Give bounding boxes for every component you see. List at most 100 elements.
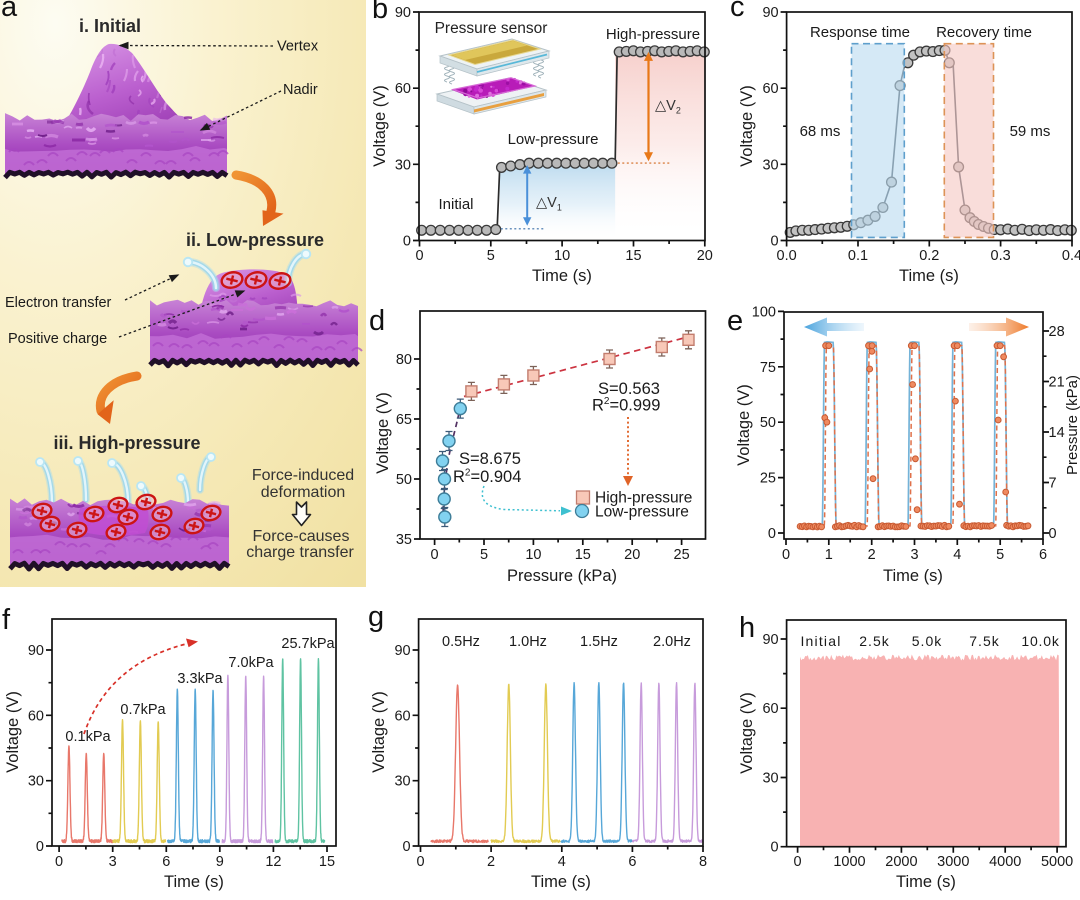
svg-text:Time (s): Time (s) — [531, 873, 591, 891]
svg-text:0.2: 0.2 — [919, 248, 939, 264]
svg-text:7.0kPa: 7.0kPa — [228, 655, 274, 671]
svg-text:0: 0 — [768, 526, 776, 542]
svg-text:60: 60 — [395, 81, 411, 97]
svg-text:1000: 1000 — [833, 854, 865, 870]
svg-text:59 ms: 59 ms — [1010, 123, 1051, 140]
svg-text:0: 0 — [794, 854, 802, 870]
svg-text:30: 30 — [28, 774, 44, 790]
svg-text:3.3kPa: 3.3kPa — [177, 671, 223, 687]
svg-text:80: 80 — [396, 352, 412, 368]
svg-text:Voltage (V): Voltage (V) — [738, 85, 756, 167]
svg-text:S=0.563: S=0.563 — [598, 380, 660, 398]
svg-text:Time (s): Time (s) — [164, 873, 224, 891]
svg-text:Voltage (V): Voltage (V) — [735, 384, 753, 466]
svg-text:f: f — [2, 604, 11, 636]
svg-text:3000: 3000 — [937, 854, 969, 870]
svg-text:Time (s): Time (s) — [883, 567, 943, 585]
svg-text:0.1kPa: 0.1kPa — [65, 729, 111, 745]
svg-text:Time (s): Time (s) — [532, 267, 592, 285]
svg-text:1.0Hz: 1.0Hz — [509, 634, 547, 650]
svg-text:10: 10 — [554, 248, 570, 264]
svg-text:9: 9 — [216, 854, 224, 870]
svg-text:21: 21 — [1049, 375, 1065, 391]
svg-text:14: 14 — [1049, 425, 1065, 441]
svg-text:Electron transfer: Electron transfer — [5, 295, 112, 311]
svg-text:30: 30 — [394, 774, 410, 790]
svg-text:15: 15 — [575, 547, 591, 563]
svg-text:0: 0 — [782, 547, 790, 563]
svg-text:30: 30 — [762, 771, 778, 787]
svg-text:2.5k: 2.5k — [859, 633, 889, 649]
svg-text:4: 4 — [558, 854, 566, 870]
svg-text:30: 30 — [395, 157, 411, 173]
svg-text:20: 20 — [624, 547, 640, 563]
svg-text:2: 2 — [487, 854, 495, 870]
svg-text:Positive charge: Positive charge — [8, 331, 107, 347]
svg-text:10: 10 — [525, 547, 541, 563]
svg-text:Vertex: Vertex — [277, 39, 319, 55]
svg-text:a: a — [1, 0, 18, 23]
svg-text:0: 0 — [55, 854, 63, 870]
svg-text:100: 100 — [752, 304, 776, 320]
svg-text:0.3: 0.3 — [991, 248, 1011, 264]
svg-text:15: 15 — [625, 248, 641, 264]
svg-text:2000: 2000 — [885, 854, 917, 870]
svg-text:5: 5 — [996, 547, 1004, 563]
svg-text:25: 25 — [674, 547, 690, 563]
svg-text:0: 0 — [1049, 526, 1057, 542]
svg-text:0: 0 — [416, 854, 424, 870]
svg-text:0.4: 0.4 — [1062, 248, 1080, 264]
svg-text:25: 25 — [760, 471, 776, 487]
svg-text:90: 90 — [762, 632, 778, 648]
svg-text:0: 0 — [403, 234, 411, 250]
svg-text:0: 0 — [36, 839, 44, 855]
svg-text:△V1: △V1 — [536, 195, 562, 213]
svg-text:3: 3 — [910, 547, 918, 563]
svg-text:0.5Hz: 0.5Hz — [442, 634, 480, 650]
svg-text:Force-induced: Force-induced — [252, 467, 354, 484]
svg-text:5.0k: 5.0k — [912, 633, 942, 649]
svg-text:6: 6 — [628, 854, 636, 870]
svg-text:2.0Hz: 2.0Hz — [653, 634, 691, 650]
svg-text:0.7kPa: 0.7kPa — [120, 702, 166, 718]
svg-text:charge transfer: charge transfer — [246, 544, 354, 561]
svg-text:g: g — [368, 601, 384, 633]
svg-text:60: 60 — [28, 708, 44, 724]
svg-text:65: 65 — [396, 412, 412, 428]
svg-text:Recovery time: Recovery time — [936, 24, 1032, 41]
svg-text:3: 3 — [109, 854, 117, 870]
svg-text:60: 60 — [394, 708, 410, 724]
svg-text:5000: 5000 — [1041, 854, 1073, 870]
svg-text:Initial: Initial — [438, 196, 473, 213]
svg-text:Pressure (kPa): Pressure (kPa) — [1064, 375, 1080, 475]
svg-text:0: 0 — [403, 839, 411, 855]
svg-text:ii. Low-pressure: ii. Low-pressure — [186, 230, 324, 250]
svg-text:0: 0 — [415, 248, 423, 264]
svg-text:12: 12 — [265, 854, 281, 870]
svg-text:Voltage (V): Voltage (V) — [374, 392, 392, 474]
svg-text:Pressure (kPa): Pressure (kPa) — [507, 567, 617, 585]
svg-text:△V2: △V2 — [655, 98, 681, 116]
svg-text:d: d — [369, 305, 385, 337]
svg-text:25.7kPa: 25.7kPa — [281, 636, 335, 652]
svg-text:1.5Hz: 1.5Hz — [580, 634, 618, 650]
svg-text:Voltage (V): Voltage (V) — [370, 691, 388, 773]
svg-text:Time (s): Time (s) — [896, 873, 956, 891]
svg-text:50: 50 — [396, 472, 412, 488]
svg-text:Low-pressure: Low-pressure — [595, 504, 689, 521]
svg-text:90: 90 — [395, 5, 411, 21]
svg-text:7.5k: 7.5k — [969, 633, 999, 649]
svg-text:c: c — [730, 0, 745, 23]
svg-text:6: 6 — [1039, 547, 1047, 563]
svg-text:4: 4 — [953, 547, 961, 563]
svg-text:8: 8 — [699, 854, 707, 870]
svg-text:6: 6 — [162, 854, 170, 870]
svg-text:iii. High-pressure: iii. High-pressure — [53, 433, 200, 453]
svg-text:30: 30 — [762, 157, 778, 173]
svg-text:10.0k: 10.0k — [1021, 633, 1059, 649]
svg-text:Voltage (V): Voltage (V) — [4, 691, 22, 773]
svg-text:60: 60 — [762, 701, 778, 717]
svg-text:deformation: deformation — [261, 484, 346, 501]
svg-text:15: 15 — [319, 854, 335, 870]
svg-text:Force-causes: Force-causes — [253, 528, 350, 545]
